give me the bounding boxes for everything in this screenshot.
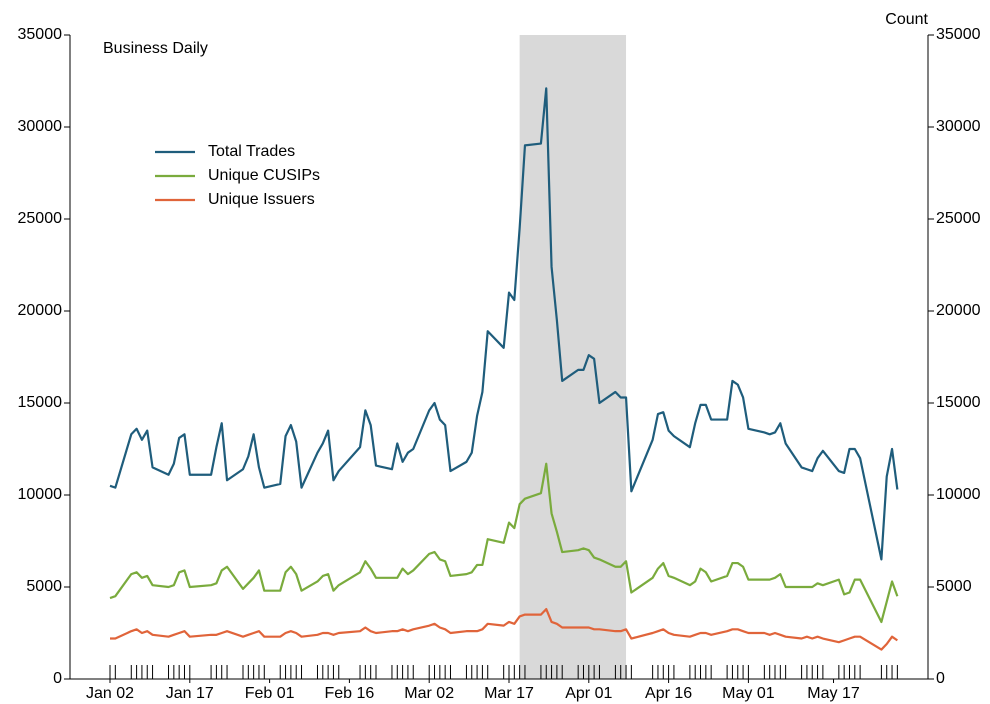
y2-tick-label: 20000 — [936, 302, 981, 319]
series-line — [109, 87, 899, 561]
y-tick-label: 25000 — [18, 210, 63, 227]
y-tick-label: 20000 — [18, 302, 63, 319]
y2-tick-label: 30000 — [936, 118, 981, 135]
highlight-region — [519, 35, 627, 679]
y-tick-label: 0 — [53, 670, 62, 687]
x-tick-label: Feb 01 — [245, 685, 295, 702]
y-tick-label: 30000 — [18, 118, 63, 135]
legend-label: Unique CUSIPs — [208, 167, 320, 184]
y2-tick-label: 0 — [936, 670, 945, 687]
y2-tick-label: 15000 — [936, 394, 981, 411]
x-tick-label: May 01 — [722, 685, 775, 702]
y2-tick-label: 25000 — [936, 210, 981, 227]
series-line — [109, 462, 899, 624]
y2-tick-label: 5000 — [936, 578, 972, 595]
y2-tick-label: 10000 — [936, 486, 981, 503]
x-tick-label: Apr 01 — [565, 685, 612, 702]
x-tick-label: Feb 16 — [324, 685, 374, 702]
x-tick-label: Apr 16 — [645, 685, 692, 702]
annotation: Business Daily — [103, 40, 208, 57]
x-tick-label: Mar 17 — [484, 685, 534, 702]
legend-label: Unique Issuers — [208, 191, 315, 208]
y2-axis-label: Count — [885, 11, 928, 28]
y-tick-label: 35000 — [18, 26, 63, 43]
series-line — [110, 607, 898, 651]
y-tick-label: 10000 — [18, 486, 63, 503]
y-tick-label: 5000 — [26, 578, 62, 595]
x-tick-label: May 17 — [807, 685, 860, 702]
legend-label: Total Trades — [208, 143, 295, 160]
x-tick-label: Jan 17 — [166, 685, 214, 702]
x-tick-label: Mar 02 — [404, 685, 454, 702]
y2-tick-label: 35000 — [936, 26, 981, 43]
x-tick-label: Jan 02 — [86, 685, 134, 702]
y-tick-label: 15000 — [18, 394, 63, 411]
